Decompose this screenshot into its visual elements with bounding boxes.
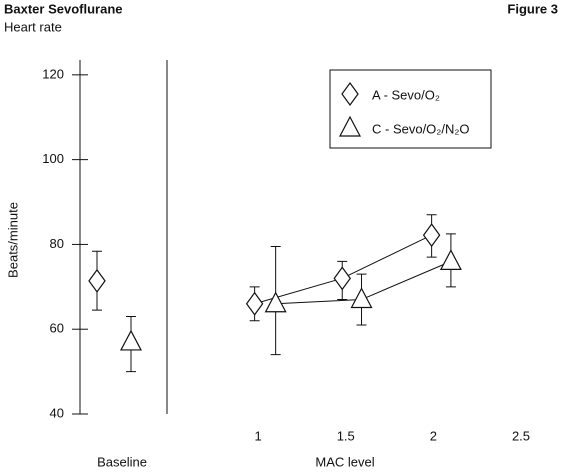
- marker-triangle: [439, 249, 462, 270]
- legend-box: [329, 69, 492, 149]
- chart-subtitle: Heart rate: [4, 19, 62, 34]
- chart-title: Baxter Sevoflurane: [4, 1, 123, 16]
- baseline-label: Baseline: [97, 454, 147, 469]
- marker-triangle: [350, 287, 373, 309]
- y-tick-label: 80: [50, 236, 64, 251]
- marker-triangle: [120, 329, 142, 351]
- y-tick-label: 60: [50, 321, 64, 336]
- legend-label: A - Sevo/O₂: [372, 87, 440, 102]
- legend-marker: [341, 81, 359, 107]
- x-tick-label: 1.5: [337, 428, 355, 443]
- legend-marker: [339, 115, 361, 137]
- legend-label: C - Sevo/O₂/N₂O: [372, 121, 470, 136]
- y-tick-label: 40: [50, 405, 64, 420]
- marker-diamond: [245, 291, 264, 316]
- marker-diamond: [422, 223, 441, 248]
- x-tick-label: 1: [255, 428, 262, 443]
- marker-diamond: [333, 266, 351, 291]
- marker-triangle: [264, 291, 287, 313]
- y-tick-label: 120: [42, 66, 64, 81]
- y-axis-label: Beats/minute: [5, 202, 20, 278]
- figure-label: Figure 3: [507, 1, 558, 16]
- x-tick-label: 2: [430, 428, 437, 443]
- x-axis-label: MAC level: [315, 454, 374, 469]
- y-tick-label: 100: [42, 151, 64, 166]
- marker-diamond: [88, 268, 106, 293]
- x-tick-label: 2.5: [512, 428, 530, 443]
